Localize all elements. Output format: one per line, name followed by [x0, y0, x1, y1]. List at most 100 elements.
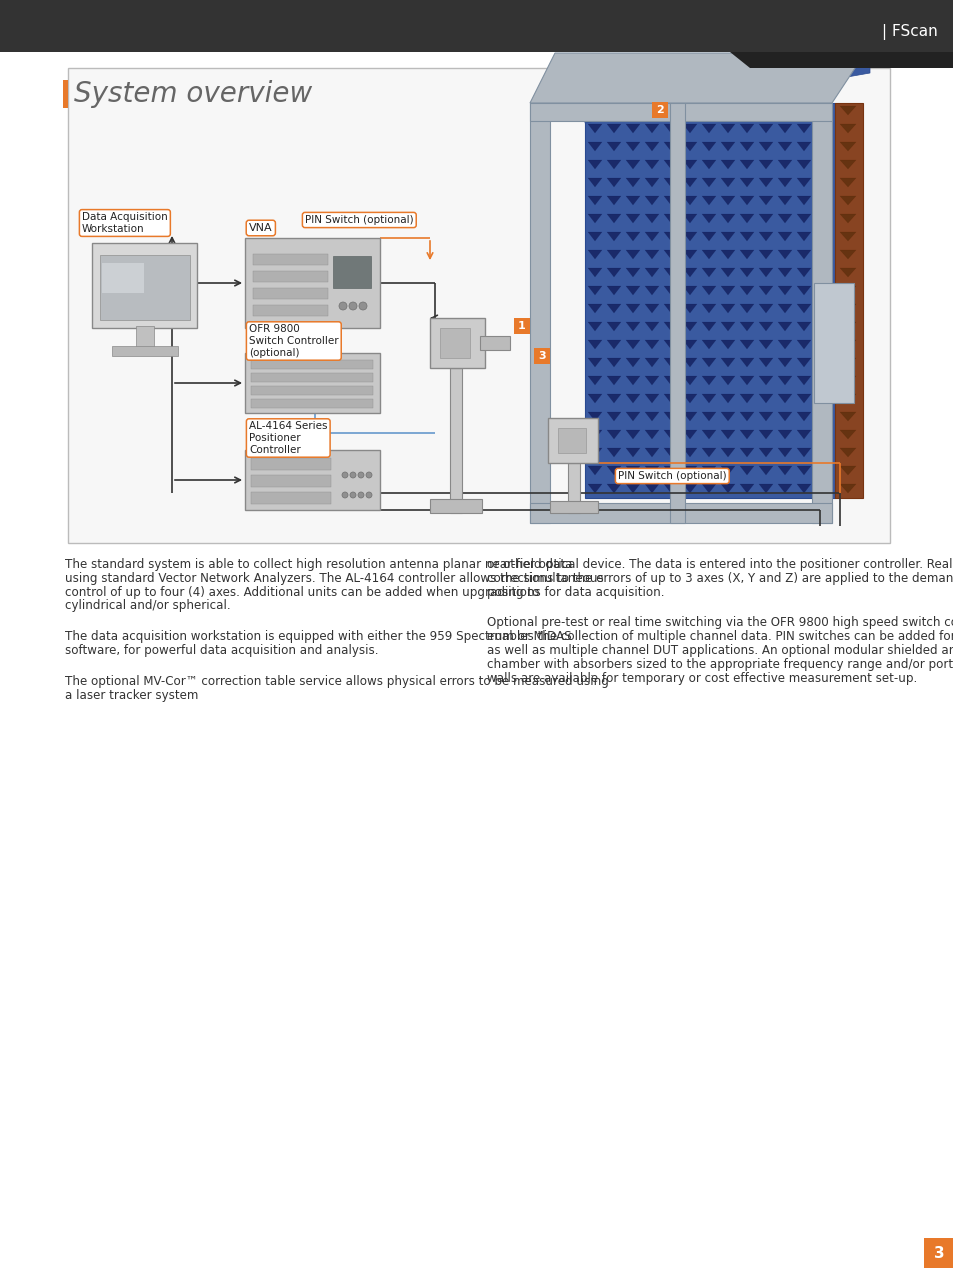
Polygon shape [840, 142, 855, 151]
Text: walls are available for temporary or cost effective measurement set-up.: walls are available for temporary or cos… [486, 672, 916, 685]
Polygon shape [759, 394, 772, 403]
Polygon shape [815, 197, 829, 205]
Polygon shape [682, 268, 697, 276]
Polygon shape [663, 340, 678, 349]
Polygon shape [796, 394, 810, 403]
Polygon shape [587, 107, 601, 115]
Polygon shape [740, 358, 753, 366]
Polygon shape [587, 160, 601, 169]
Polygon shape [625, 467, 639, 476]
Bar [430, 500, 481, 514]
Polygon shape [778, 377, 791, 385]
Polygon shape [740, 304, 753, 313]
Text: as well as multiple channel DUT applications. An optional modular shielded anech: as well as multiple channel DUT applicat… [486, 644, 953, 657]
Polygon shape [682, 304, 697, 313]
Bar [651, 101, 667, 118]
Polygon shape [625, 197, 639, 205]
Polygon shape [840, 358, 855, 366]
Polygon shape [720, 377, 734, 385]
Polygon shape [778, 250, 791, 259]
Polygon shape [740, 340, 753, 349]
Bar [136, 326, 153, 347]
Polygon shape [759, 178, 772, 186]
Polygon shape [840, 304, 855, 313]
Polygon shape [759, 160, 772, 169]
Polygon shape [663, 250, 678, 259]
Polygon shape [606, 467, 620, 476]
Polygon shape [682, 484, 697, 493]
Polygon shape [606, 232, 620, 241]
Polygon shape [663, 448, 678, 456]
Polygon shape [625, 124, 639, 133]
Circle shape [349, 302, 356, 309]
Bar [68, 68, 889, 543]
Polygon shape [740, 394, 753, 403]
Polygon shape [740, 287, 753, 295]
Polygon shape [682, 124, 697, 133]
Polygon shape [815, 160, 829, 169]
Polygon shape [840, 287, 855, 295]
Polygon shape [701, 430, 716, 439]
Polygon shape [740, 142, 753, 151]
Polygon shape [644, 467, 659, 476]
Polygon shape [701, 287, 716, 295]
Polygon shape [625, 160, 639, 169]
Bar [813, 283, 853, 403]
Bar [112, 346, 178, 356]
Polygon shape [778, 107, 791, 115]
Polygon shape [740, 377, 753, 385]
Polygon shape [759, 484, 772, 493]
Circle shape [350, 492, 355, 498]
Polygon shape [796, 430, 810, 439]
Polygon shape [778, 124, 791, 133]
Polygon shape [587, 250, 601, 259]
Polygon shape [682, 394, 697, 403]
Polygon shape [840, 160, 855, 169]
Polygon shape [778, 304, 791, 313]
Polygon shape [815, 124, 829, 133]
Text: a laser tracker system: a laser tracker system [65, 689, 198, 701]
Polygon shape [778, 232, 791, 241]
Polygon shape [663, 232, 678, 241]
Polygon shape [587, 412, 601, 421]
Circle shape [357, 472, 364, 478]
Text: chamber with absorbers sized to the appropriate frequency range and/or portable : chamber with absorbers sized to the appr… [486, 658, 953, 671]
Polygon shape [606, 287, 620, 295]
Polygon shape [606, 377, 620, 385]
Polygon shape [606, 197, 620, 205]
Polygon shape [644, 287, 659, 295]
Polygon shape [720, 358, 734, 366]
Polygon shape [606, 358, 620, 366]
Text: System overview: System overview [74, 80, 312, 108]
Polygon shape [682, 214, 697, 223]
Polygon shape [815, 142, 829, 151]
Polygon shape [759, 107, 772, 115]
Text: OFR 9800
Switch Controller
(optional): OFR 9800 Switch Controller (optional) [249, 325, 338, 358]
Polygon shape [663, 394, 678, 403]
Polygon shape [796, 322, 810, 331]
Polygon shape [667, 76, 679, 87]
Polygon shape [796, 160, 810, 169]
Polygon shape [815, 377, 829, 385]
Polygon shape [815, 250, 829, 259]
Polygon shape [720, 214, 734, 223]
Bar [567, 463, 579, 514]
Polygon shape [587, 197, 601, 205]
Bar [547, 418, 598, 463]
Polygon shape [740, 268, 753, 276]
Polygon shape [701, 467, 716, 476]
Polygon shape [644, 178, 659, 186]
Polygon shape [682, 197, 697, 205]
Polygon shape [663, 430, 678, 439]
Bar [253, 288, 328, 299]
Polygon shape [720, 250, 734, 259]
Polygon shape [587, 232, 601, 241]
Polygon shape [840, 467, 855, 476]
Polygon shape [796, 107, 810, 115]
Polygon shape [815, 467, 829, 476]
Polygon shape [644, 358, 659, 366]
Polygon shape [663, 412, 678, 421]
Polygon shape [778, 160, 791, 169]
Polygon shape [587, 178, 601, 186]
Polygon shape [682, 322, 697, 331]
